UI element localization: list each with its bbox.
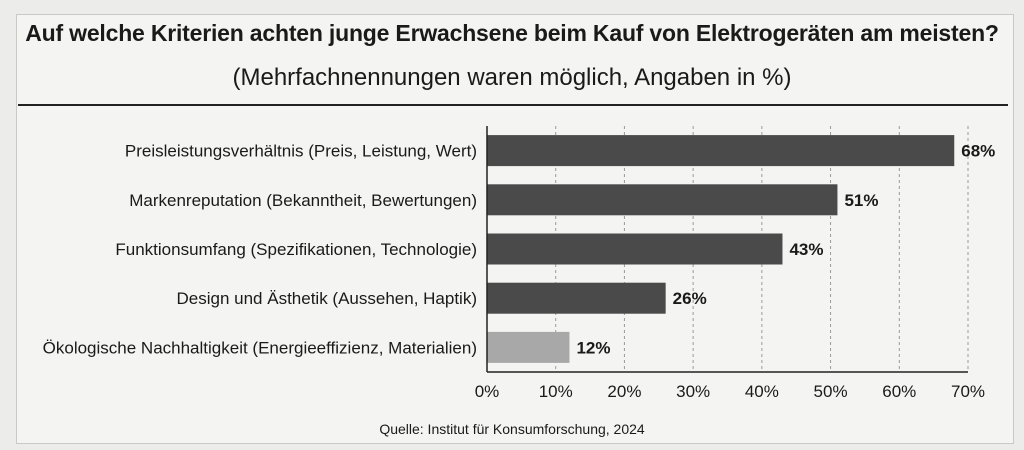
x-tick-label: 0% xyxy=(475,382,500,401)
chart-title: Auf welche Kriterien achten junge Erwach… xyxy=(25,20,999,46)
data-label: 12% xyxy=(576,338,610,357)
bar xyxy=(487,282,666,314)
data-label: 43% xyxy=(789,240,823,259)
category-label: Preisleistungsverhältnis (Preis, Leistun… xyxy=(125,142,477,161)
bar xyxy=(487,184,838,216)
x-tick-label: 70% xyxy=(951,382,985,401)
x-tick-label: 40% xyxy=(745,382,779,401)
category-label: Design und Ästhetik (Aussehen, Haptik) xyxy=(177,289,478,308)
data-label: 68% xyxy=(961,142,995,161)
title-divider xyxy=(18,104,1008,106)
chart-subtitle: (Mehrfachnennungen waren möglich, Angabe… xyxy=(232,64,792,91)
x-tick-label: 10% xyxy=(539,382,573,401)
x-tick-label: 50% xyxy=(814,382,848,401)
data-label: 51% xyxy=(844,191,878,210)
data-label: 26% xyxy=(673,289,707,308)
bar xyxy=(487,233,783,265)
category-label: Funktionsumfang (Spezifikationen, Techno… xyxy=(115,240,477,259)
source-note: Quelle: Institut für Konsumforschung, 20… xyxy=(379,421,645,437)
bar xyxy=(487,331,570,363)
category-label: Markenreputation (Bekanntheit, Bewertung… xyxy=(129,191,477,210)
x-tick-label: 60% xyxy=(882,382,916,401)
x-tick-label: 20% xyxy=(607,382,641,401)
category-label: Ökologische Nachhaltigkeit (Energieeffiz… xyxy=(43,338,477,357)
bar xyxy=(487,135,955,167)
x-tick-label: 30% xyxy=(676,382,710,401)
